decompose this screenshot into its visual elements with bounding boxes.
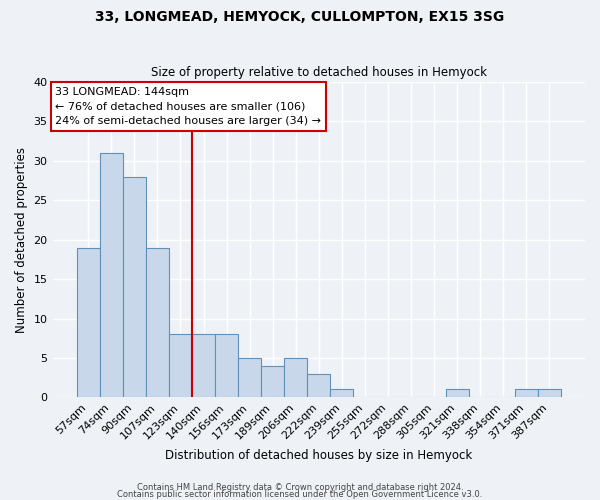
Bar [100, 153, 123, 398]
Text: Contains public sector information licensed under the Open Government Licence v3: Contains public sector information licen… [118, 490, 482, 499]
Bar [123, 176, 146, 398]
Bar [538, 390, 561, 398]
Text: 33 LONGMEAD: 144sqm
← 76% of detached houses are smaller (106)
24% of semi-detac: 33 LONGMEAD: 144sqm ← 76% of detached ho… [55, 87, 321, 126]
Bar [307, 374, 330, 398]
X-axis label: Distribution of detached houses by size in Hemyock: Distribution of detached houses by size … [165, 450, 472, 462]
Bar [284, 358, 307, 398]
Title: Size of property relative to detached houses in Hemyock: Size of property relative to detached ho… [151, 66, 487, 80]
Bar [215, 334, 238, 398]
Bar [261, 366, 284, 398]
Bar [192, 334, 215, 398]
Bar [77, 248, 100, 398]
Bar [446, 390, 469, 398]
Bar [146, 248, 169, 398]
Bar [515, 390, 538, 398]
Text: Contains HM Land Registry data © Crown copyright and database right 2024.: Contains HM Land Registry data © Crown c… [137, 484, 463, 492]
Bar [330, 390, 353, 398]
Bar [238, 358, 261, 398]
Text: 33, LONGMEAD, HEMYOCK, CULLOMPTON, EX15 3SG: 33, LONGMEAD, HEMYOCK, CULLOMPTON, EX15 … [95, 10, 505, 24]
Y-axis label: Number of detached properties: Number of detached properties [15, 146, 28, 332]
Bar [169, 334, 192, 398]
